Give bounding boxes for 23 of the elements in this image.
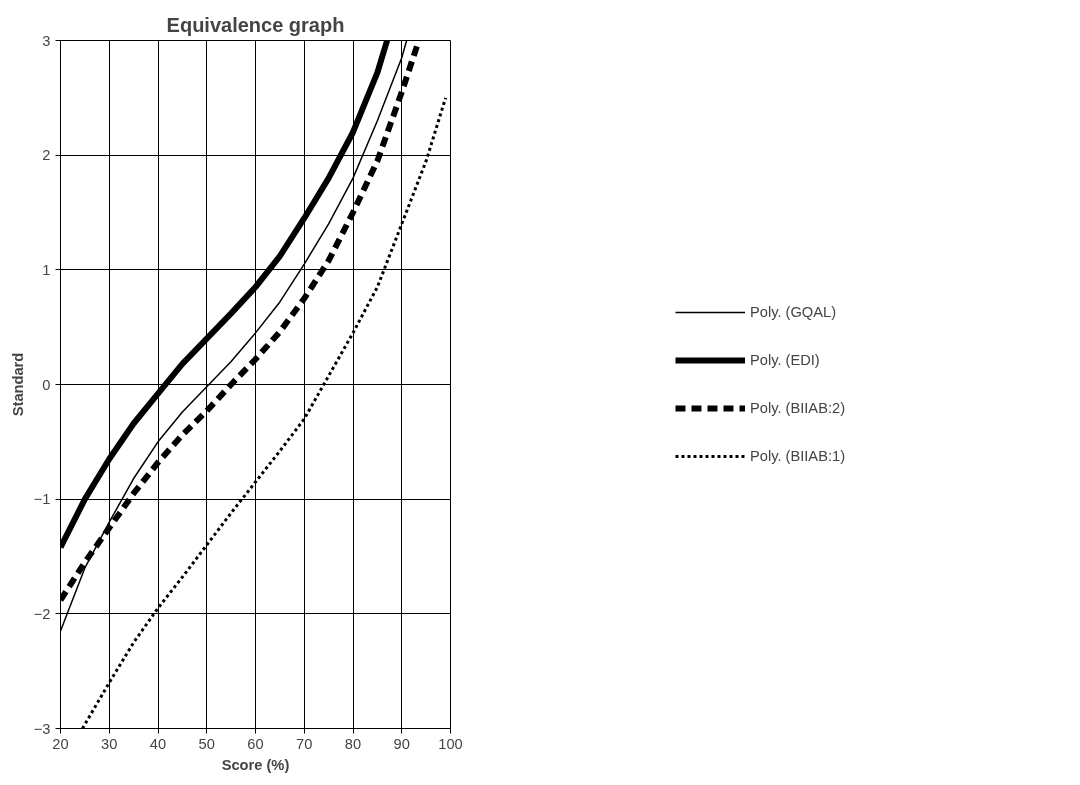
- x-tick-label: 50: [198, 735, 215, 752]
- x-tick-label: 70: [296, 735, 313, 752]
- y-tick-label: 2: [42, 147, 51, 164]
- y-tick-label: −3: [33, 720, 51, 737]
- x-tick-label: 80: [344, 735, 362, 752]
- x-tick-label: 90: [393, 735, 410, 752]
- y-tick-label: −2: [33, 605, 51, 622]
- y-axis-title: Standard: [9, 352, 26, 417]
- x-tick-label: 20: [52, 735, 69, 752]
- y-tick-label: 1: [42, 261, 51, 278]
- legend-label: Poly. (EDI): [749, 352, 820, 368]
- x-tick-label: 30: [101, 735, 118, 752]
- chart-title: Equivalence graph: [166, 13, 345, 36]
- x-axis-title: Score (%): [221, 756, 290, 773]
- x-tick-label: 60: [247, 735, 264, 752]
- x-tick-label: 40: [149, 735, 167, 752]
- x-tick-label: 100: [438, 735, 463, 752]
- legend-label: Poly. (BIIAB:2): [749, 400, 846, 416]
- y-tick-label: −1: [33, 491, 51, 508]
- y-tick-label: 3: [42, 32, 51, 49]
- y-tick-label: 0: [42, 376, 51, 393]
- legend-label: Poly. (GQAL): [749, 304, 837, 320]
- legend-label: Poly. (BIIAB:1): [749, 448, 846, 464]
